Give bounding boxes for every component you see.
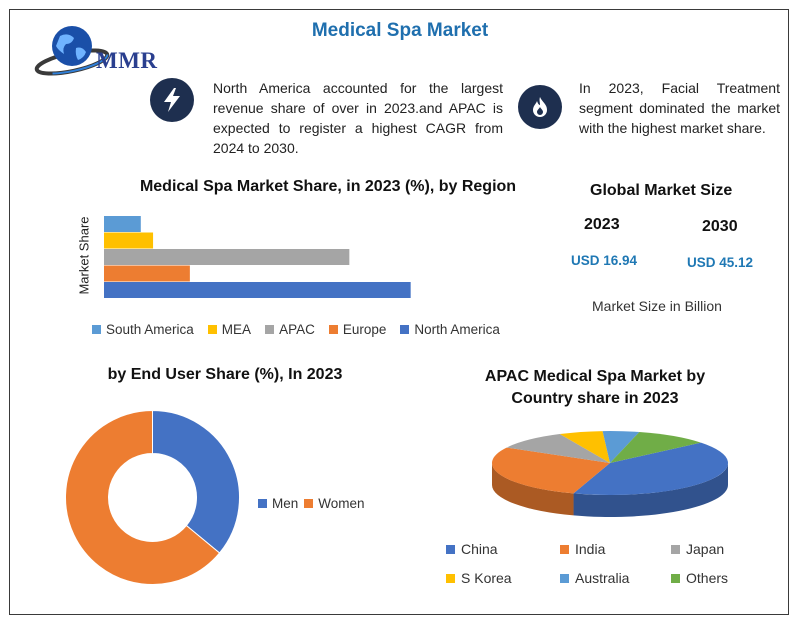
page-title: Medical Spa Market xyxy=(311,20,489,41)
region-chart-title: Medical Spa Market Share, in 2023 (%), b… xyxy=(139,178,517,195)
legend-swatch xyxy=(671,544,680,554)
market-size-title: Global Market Size xyxy=(590,182,733,199)
legend-item-japan: Japan xyxy=(671,541,724,557)
legend-swatch xyxy=(265,325,275,334)
market-size-year-2030: 2030 xyxy=(702,218,738,235)
legend-item-s-korea: S Korea xyxy=(446,570,512,586)
end-user-chart-title: by End User Share (%), In 2023 xyxy=(107,366,343,383)
legend-label: MEA xyxy=(221,322,252,337)
legend-swatch xyxy=(560,544,569,554)
market-size-year-2023: 2023 xyxy=(584,216,620,233)
bar-south-america xyxy=(104,216,141,232)
market-size-unit: Market Size in Billion xyxy=(592,298,722,314)
legend-label: Women xyxy=(318,496,365,511)
infographic-frame xyxy=(9,9,789,615)
note-north-america: North America accounted for the largest … xyxy=(213,80,503,156)
bar-north-america xyxy=(104,282,411,298)
legend-label: Men xyxy=(272,496,299,511)
legend-swatch xyxy=(446,573,455,583)
market-size-value-2023: USD 16.94 xyxy=(571,253,638,268)
pie-slice-australia xyxy=(602,431,640,463)
legend-swatch xyxy=(92,325,101,334)
apac-3d-pie-chart xyxy=(492,431,728,517)
flame-icon xyxy=(533,97,547,117)
legend-swatch xyxy=(400,325,410,334)
legend-label: South America xyxy=(106,322,194,337)
apac-chart-title: APAC Medical Spa Market by Country share… xyxy=(484,368,706,407)
region-chart-legend: South America MEA APAC Europe North America xyxy=(92,322,514,337)
bar-mea xyxy=(104,232,154,249)
legend-label: Japan xyxy=(686,541,725,557)
legend-swatch xyxy=(328,325,338,334)
bar-apac xyxy=(104,249,350,265)
legend-item-north-america: North America xyxy=(400,322,500,337)
legend-item-apac: APAC xyxy=(265,322,315,337)
pie-slice-china xyxy=(573,442,728,495)
pie-side-china xyxy=(573,463,728,517)
flame-badge xyxy=(518,85,562,129)
legend-label: Australia xyxy=(575,570,630,586)
end-user-chart-legend: Men Women xyxy=(258,496,371,511)
legend-item-south-america: South America xyxy=(92,322,194,337)
legend-item-china: China xyxy=(446,541,498,557)
legend-label: India xyxy=(575,541,606,557)
donut-slice-women xyxy=(65,409,221,585)
legend-swatch xyxy=(304,499,314,508)
region-bar-chart xyxy=(104,216,411,298)
pie-slice-s-korea xyxy=(559,431,610,463)
legend-label: North America xyxy=(414,322,500,337)
note-facial-treatment: In 2023, Facial Treatment segment domina… xyxy=(579,80,780,136)
lightning-icon xyxy=(164,88,180,112)
legend-swatch xyxy=(258,499,267,508)
market-size-value-2030: USD 45.12 xyxy=(687,255,754,270)
end-user-donut-chart xyxy=(65,409,240,585)
legend-swatch xyxy=(207,325,217,334)
legend-item-india: India xyxy=(560,541,605,557)
pie-slice-others xyxy=(610,432,701,463)
donut-slice-men xyxy=(152,409,240,554)
bar-europe xyxy=(104,265,190,282)
legend-label: China xyxy=(461,541,498,557)
legend-item-others: Others xyxy=(671,570,728,586)
legend-swatch xyxy=(446,544,455,554)
legend-label: Europe xyxy=(342,322,387,337)
legend-label: APAC xyxy=(279,322,315,337)
legend-item-men: Men xyxy=(258,496,298,511)
logo-text: MMR xyxy=(96,48,158,73)
lightning-badge xyxy=(150,78,194,122)
pie-side-india xyxy=(492,463,574,516)
legend-label: S Korea xyxy=(461,570,512,586)
legend-swatch xyxy=(671,573,680,583)
pie-slice-india xyxy=(492,447,610,494)
legend-item-women: Women xyxy=(304,496,365,511)
legend-item-australia: Australia xyxy=(560,570,629,586)
legend-label: Others xyxy=(686,570,729,586)
legend-item-mea: MEA xyxy=(207,322,252,337)
mmr-globe-logo-icon xyxy=(34,26,110,76)
legend-item-europe: Europe xyxy=(328,322,387,337)
pie-slice-japan xyxy=(506,434,610,463)
legend-swatch xyxy=(560,573,569,583)
